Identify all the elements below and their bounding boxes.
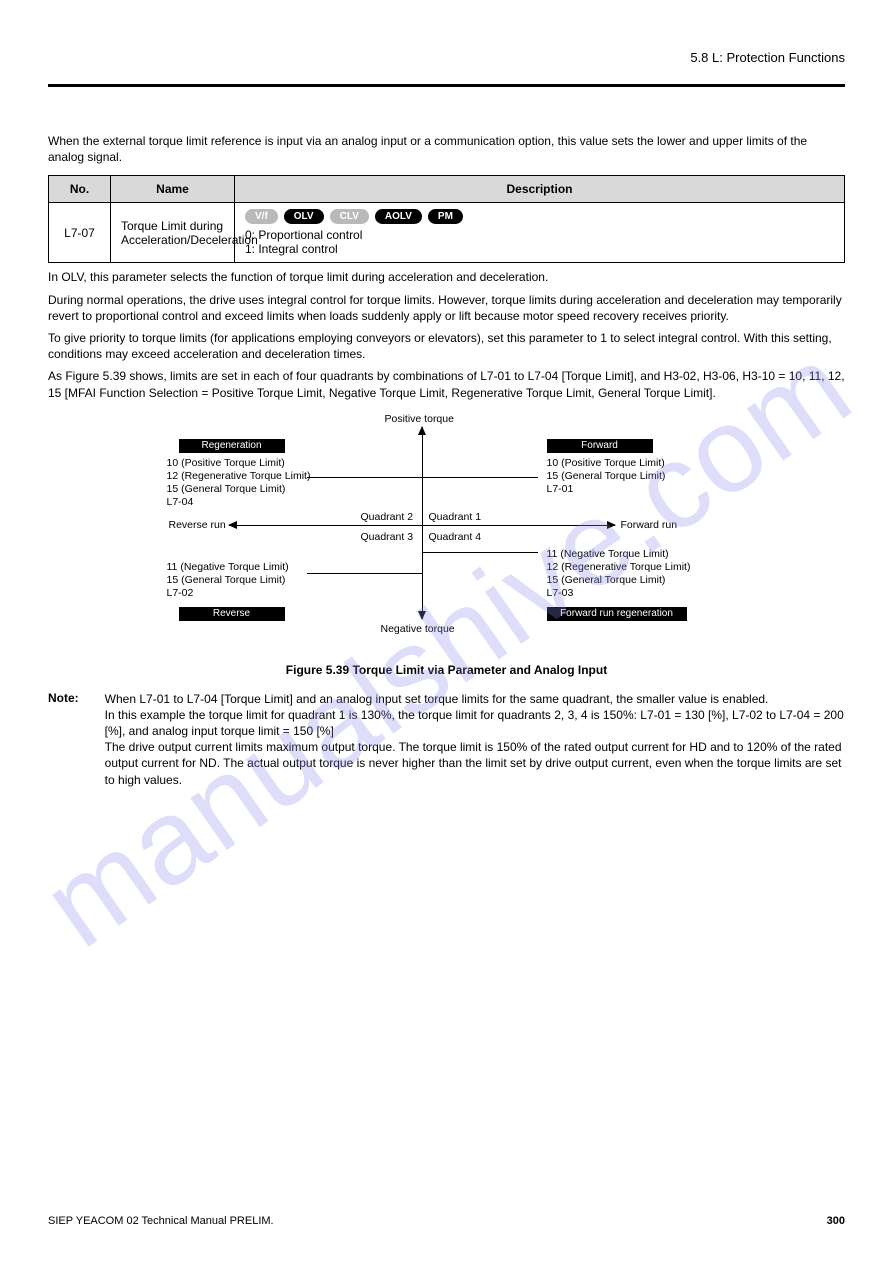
- desc-line-1: 0: Proportional control: [245, 228, 834, 242]
- col-desc: Description: [235, 176, 845, 203]
- grp-bl-0: 11 (Negative Torque Limit): [167, 561, 289, 574]
- group-top-left: 10 (Positive Torque Limit) 12 (Regenerat…: [167, 457, 311, 510]
- label-q1: Quadrant 1: [429, 511, 482, 523]
- pill-olv: OLV: [284, 209, 324, 224]
- grp-br-3: L7-03: [547, 587, 691, 600]
- label-q4: Quadrant 4: [429, 531, 482, 543]
- grp-br-0: 11 (Negative Torque Limit): [547, 548, 691, 561]
- note-block: Note: When L7-01 to L7-04 [Torque Limit]…: [48, 691, 845, 788]
- page-header: 5.8 L: Protection Functions: [48, 50, 845, 86]
- label-q2: Quadrant 2: [361, 511, 414, 523]
- pill-vf: V/f: [245, 209, 278, 224]
- limit-line-q2: [307, 477, 422, 478]
- note-label: Note:: [48, 691, 79, 705]
- grp-br-1: 12 (Regenerative Torque Limit): [547, 561, 691, 574]
- body-p4: As Figure 5.39 shows, limits are set in …: [48, 368, 845, 400]
- grp-tl-3: L7-04: [167, 496, 311, 509]
- cell-no: L7-07: [49, 203, 111, 263]
- label-pos-torque: Positive torque: [385, 413, 454, 425]
- body-p3: To give priority to torque limits (for a…: [48, 330, 845, 362]
- badge-regen: Regeneration: [179, 439, 285, 453]
- desc-line-2: 1: Integral control: [245, 242, 834, 256]
- label-rev-run: Reverse run: [169, 519, 226, 531]
- table-header-row: No. Name Description: [49, 176, 845, 203]
- group-bot-right: 11 (Negative Torque Limit) 12 (Regenerat…: [547, 548, 691, 601]
- body-p2: During normal operations, the drive uses…: [48, 292, 845, 324]
- axis-horizontal: [229, 525, 615, 526]
- badge-fwd-regen: Forward run regeneration: [547, 607, 687, 621]
- grp-tl-1: 12 (Regenerative Torque Limit): [167, 470, 311, 483]
- group-bot-left: 11 (Negative Torque Limit) 15 (General T…: [167, 561, 289, 600]
- body-text: In OLV, this parameter selects the funct…: [48, 269, 845, 400]
- col-name: Name: [111, 176, 235, 203]
- torque-limit-diagram: Positive torque Negative torque Reverse …: [167, 417, 727, 657]
- badge-forward: Forward: [547, 439, 653, 453]
- grp-tr-1: 15 (General Torque Limit): [547, 470, 666, 483]
- page: 5.8 L: Protection Functions When the ext…: [0, 0, 893, 1263]
- pill-aolv: AOLV: [375, 209, 422, 224]
- limit-line-q3: [307, 573, 422, 574]
- header-title: 5.8 L: Protection Functions: [690, 50, 845, 65]
- table-row: L7-07 Torque Limit during Acceleration/D…: [49, 203, 845, 263]
- grp-tl-0: 10 (Positive Torque Limit): [167, 457, 311, 470]
- spec-table: No. Name Description L7-07 Torque Limit …: [48, 175, 845, 263]
- body-p1: In OLV, this parameter selects the funct…: [48, 269, 845, 285]
- grp-tr-2: L7-01: [547, 483, 666, 496]
- grp-tl-2: 15 (General Torque Limit): [167, 483, 311, 496]
- figure-caption: Figure 5.39 Torque Limit via Parameter a…: [167, 663, 727, 677]
- diagram-wrap: Positive torque Negative torque Reverse …: [167, 417, 727, 677]
- col-no: No.: [49, 176, 111, 203]
- footer-left: SIEP YEACOM 02 Technical Manual PRELIM.: [48, 1215, 274, 1227]
- pill-row: V/f OLV CLV AOLV PM: [245, 209, 834, 224]
- note-body: When L7-01 to L7-04 [Torque Limit] and a…: [105, 691, 845, 788]
- grp-br-2: 15 (General Torque Limit): [547, 574, 691, 587]
- label-neg-torque: Negative torque: [381, 623, 455, 635]
- pill-clv: CLV: [330, 209, 369, 224]
- limit-line-q4: [423, 552, 538, 553]
- grp-bl-1: 15 (General Torque Limit): [167, 574, 289, 587]
- label-q3: Quadrant 3: [361, 531, 414, 543]
- footer-right: 300: [827, 1215, 845, 1227]
- label-fwd-run: Forward run: [621, 519, 678, 531]
- cell-name: Torque Limit during Acceleration/Deceler…: [111, 203, 235, 263]
- intro-text: When the external torque limit reference…: [48, 133, 845, 165]
- cell-desc: V/f OLV CLV AOLV PM 0: Proportional cont…: [235, 203, 845, 263]
- limit-line-q1: [423, 477, 538, 478]
- axis-vertical: [422, 427, 423, 619]
- badge-reverse: Reverse: [179, 607, 285, 621]
- grp-tr-0: 10 (Positive Torque Limit): [547, 457, 666, 470]
- pill-pm: PM: [428, 209, 463, 224]
- grp-bl-2: L7-02: [167, 587, 289, 600]
- group-top-right: 10 (Positive Torque Limit) 15 (General T…: [547, 457, 666, 496]
